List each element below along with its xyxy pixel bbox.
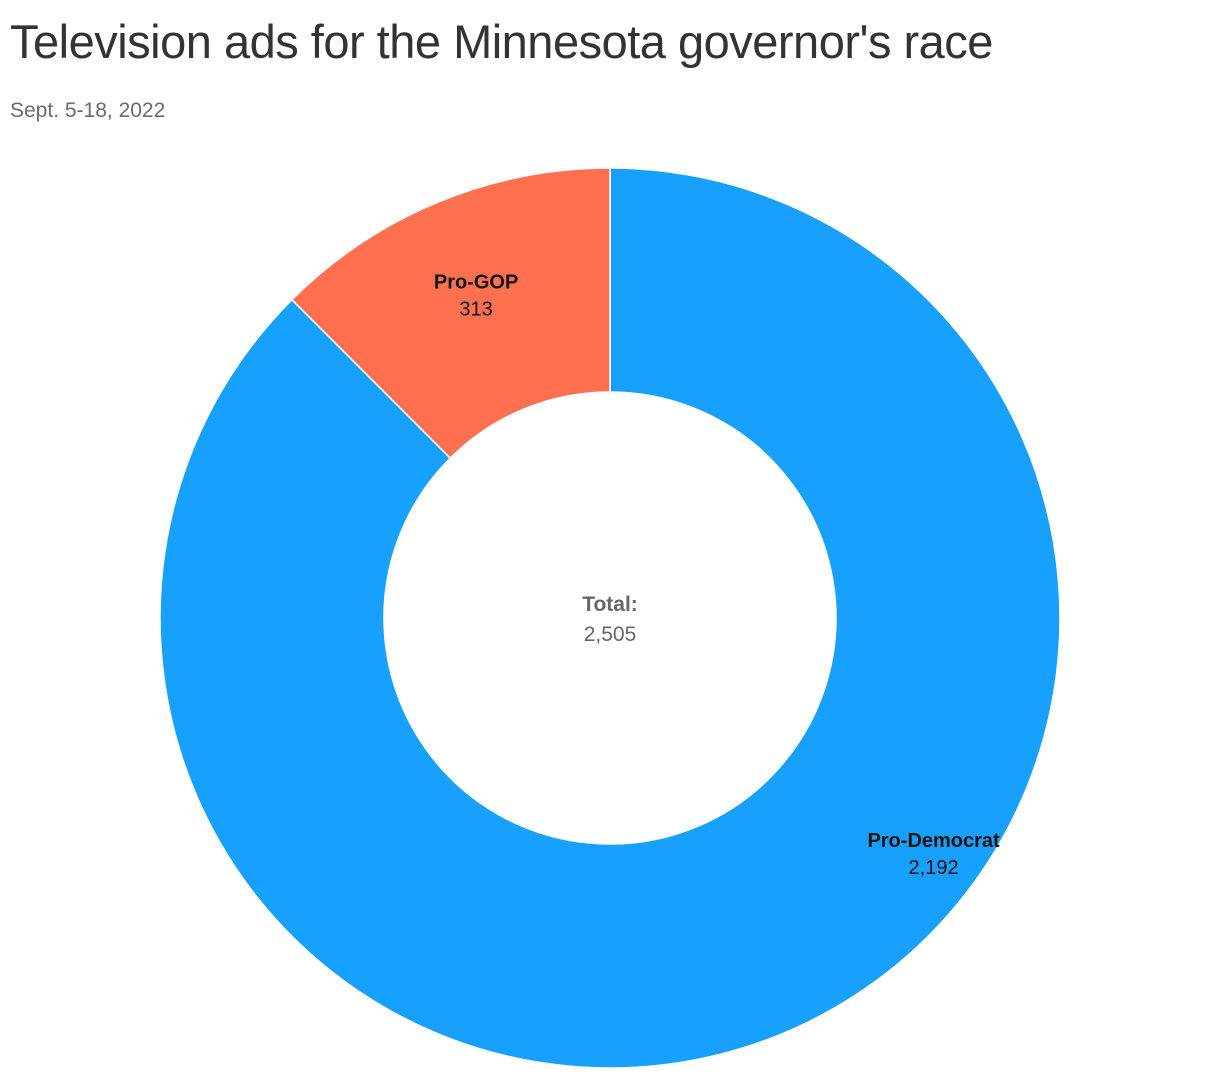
center-total-value: 2,505 xyxy=(584,623,637,646)
chart-title: Television ads for the Minnesota governo… xyxy=(10,15,993,68)
slice-name: Pro-GOP xyxy=(434,272,518,294)
slice-value: 313 xyxy=(459,299,492,321)
chart-subtitle: Sept. 5-18, 2022 xyxy=(10,99,166,122)
center-label-group: Total: 2,505 xyxy=(582,593,638,646)
slice-label-pro-gop: Pro-GOP 313 xyxy=(434,272,518,321)
slice-value: 2,192 xyxy=(909,857,959,879)
center-total-label: Total: xyxy=(582,593,638,616)
slice-labels: Pro-Democrat 2,192 Pro-GOP 313 xyxy=(434,272,1000,880)
slice-name: Pro-Democrat xyxy=(867,830,1000,852)
slice-label-pro-democrat: Pro-Democrat 2,192 xyxy=(867,830,1000,879)
slice-pro-gop xyxy=(290,167,611,460)
donut-slices xyxy=(159,167,1061,1069)
